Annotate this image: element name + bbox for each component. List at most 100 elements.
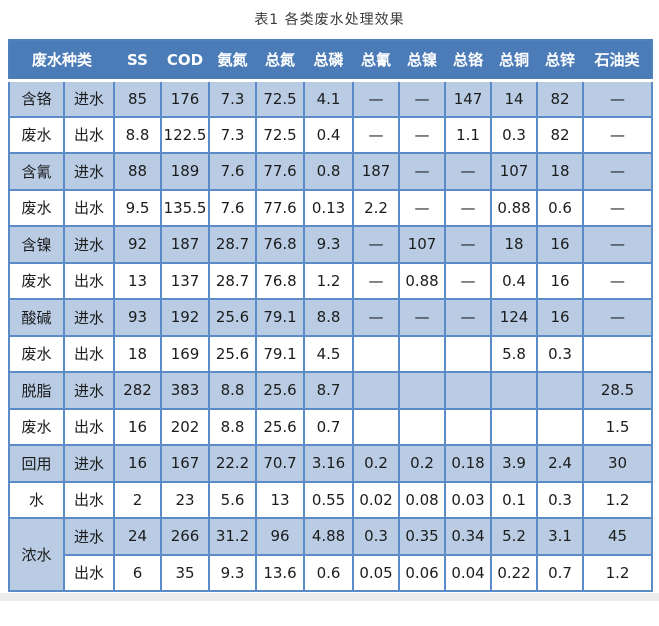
table-row-influent: 回用 进水 16 167 22.2 70.7 3.16 0.2 0.2 0.18 3.9 2.4 30 bbox=[8, 444, 654, 483]
row-group-label-top: 脱脂 bbox=[8, 371, 65, 410]
header-row: 废水种类 SS COD 氨氮 总氮 总磷 总氰 总镍 总铬 总铜 总锌 石油类 bbox=[9, 40, 653, 80]
table-cell: — bbox=[398, 115, 447, 154]
table-cell: — bbox=[444, 188, 493, 227]
table-cell: 0.7 bbox=[303, 407, 355, 446]
row-group-label-top: 酸碱 bbox=[8, 298, 65, 337]
table-cell: 0.3 bbox=[536, 334, 585, 373]
wastewater-treatment-table: 废水种类 SS COD 氨氮 总氮 总磷 总氰 总镍 总铬 总铜 总锌 石油类 含铬 进水 85 176 7… bbox=[8, 39, 654, 592]
table-cell bbox=[536, 407, 585, 446]
table-cell: 4.1 bbox=[303, 79, 355, 118]
table-row-effluent: 废水 出水 16 202 8.8 25.6 0.7 1.5 bbox=[8, 407, 654, 446]
table-row-influent: 含铬 进水 85 176 7.3 72.5 4.1— —147 14 82— bbox=[8, 79, 654, 118]
table-cell: — bbox=[444, 152, 493, 191]
row-group-label-bottom: 废水 bbox=[8, 261, 65, 300]
table-cell: — bbox=[352, 79, 401, 118]
table-cell: 0.88 bbox=[398, 261, 447, 300]
table-cell: 25.6 bbox=[208, 298, 258, 337]
table-cell: 0.3 bbox=[490, 115, 539, 154]
flow-label-effluent: 出水 bbox=[62, 480, 116, 519]
table-cell: 13 bbox=[255, 480, 306, 519]
table-cell: 14 bbox=[490, 79, 539, 118]
row-group-label-bottom: 废水 bbox=[8, 334, 65, 373]
table-cell: 18 bbox=[113, 334, 163, 373]
row-group-label-bottom: 废水 bbox=[8, 407, 65, 446]
table-cell: 35 bbox=[160, 553, 211, 592]
table-cell: 77.6 bbox=[255, 188, 306, 227]
table-cell: 0.05 bbox=[352, 553, 401, 592]
row-group-label-top: 含铬 bbox=[8, 79, 65, 118]
table-cell: 5.2 bbox=[490, 517, 539, 556]
table-cell: 167 bbox=[160, 444, 211, 483]
table-cell: 135.5 bbox=[160, 188, 211, 227]
row-group-label-top: 含镍 bbox=[8, 225, 65, 264]
table-cell: — bbox=[398, 188, 447, 227]
table-cell: — bbox=[582, 188, 654, 227]
table-cell: 2.2 bbox=[352, 188, 401, 227]
table-cell: — bbox=[352, 115, 401, 154]
header-cell-10: 石油类 bbox=[583, 40, 653, 80]
table-cell: — bbox=[582, 225, 654, 264]
table-cell bbox=[490, 371, 539, 410]
header-cell-3: 总氮 bbox=[256, 40, 305, 80]
table-cell: 18 bbox=[490, 225, 539, 264]
table-cell: — bbox=[582, 79, 654, 118]
table-cell: 85 bbox=[113, 79, 163, 118]
table-cell: 25.6 bbox=[208, 334, 258, 373]
table-cell bbox=[352, 407, 401, 446]
table-cell: — bbox=[444, 261, 493, 300]
table-cell: 0.03 bbox=[444, 480, 493, 519]
table-cell: 25.6 bbox=[255, 407, 306, 446]
table-cell: 137 bbox=[160, 261, 211, 300]
table-cell: 7.3 bbox=[208, 79, 258, 118]
header-cell-4: 总磷 bbox=[304, 40, 354, 80]
table-row-effluent: 废水 出水 9.5 135.5 7.6 77.6 0.13 2.2— —0.88 0.6— bbox=[8, 188, 654, 227]
table-cell: 0.1 bbox=[490, 480, 539, 519]
table-cell: 79.1 bbox=[255, 334, 306, 373]
table-cell: 383 bbox=[160, 371, 211, 410]
table-cell: 9.5 bbox=[113, 188, 163, 227]
table-cell: 0.13 bbox=[303, 188, 355, 227]
table-cell: 7.3 bbox=[208, 115, 258, 154]
table-cell: 5.6 bbox=[208, 480, 258, 519]
flow-label-effluent: 出水 bbox=[62, 261, 116, 300]
table-cell: 0.4 bbox=[303, 115, 355, 154]
table-cell: 0.8 bbox=[303, 152, 355, 191]
table-cell: 187 bbox=[352, 152, 401, 191]
table-cell: 0.18 bbox=[444, 444, 493, 483]
table-cell: 122.5 bbox=[160, 115, 211, 154]
table-cell: — bbox=[444, 225, 493, 264]
flow-label-effluent: 出水 bbox=[62, 188, 116, 227]
table-cell: 16 bbox=[536, 261, 585, 300]
table-cell: 0.88 bbox=[490, 188, 539, 227]
table-cell: 0.55 bbox=[303, 480, 355, 519]
table-cell: 16 bbox=[113, 407, 163, 446]
table-title: 表1 各类废水处理效果 bbox=[254, 12, 405, 28]
flow-label-influent: 进水 bbox=[62, 298, 116, 337]
table-row-effluent: 出水 6 35 9.3 13.6 0.6 0.05 0.06 0.04 0.22 0.7 1.2 bbox=[9, 553, 654, 592]
table-cell: 8.8 bbox=[208, 371, 258, 410]
table-cell: 76.8 bbox=[255, 225, 306, 264]
table-cell: 82 bbox=[536, 79, 585, 118]
table-cell: 189 bbox=[160, 152, 211, 191]
table-cell: 28.7 bbox=[208, 261, 258, 300]
table-cell: 0.6 bbox=[536, 188, 585, 227]
table-cell: 18 bbox=[536, 152, 585, 191]
table-cell: 1.5 bbox=[582, 407, 654, 446]
table-cell: — bbox=[398, 79, 447, 118]
table-cell: 88 bbox=[113, 152, 163, 191]
table-cell: 0.22 bbox=[490, 553, 539, 592]
header-cell-7: 总铬 bbox=[445, 40, 492, 80]
header-cell-wastewater-type: 废水种类 bbox=[9, 40, 115, 80]
table-cell: — bbox=[582, 261, 654, 300]
table-cell: 124 bbox=[490, 298, 539, 337]
table-cell bbox=[398, 371, 447, 410]
row-group-label-bottom: 水 bbox=[8, 480, 65, 519]
table-row-influent: 脱脂 进水 282 383 8.8 25.6 8.7 28.5 bbox=[8, 371, 654, 410]
header-cell-6: 总镍 bbox=[399, 40, 446, 80]
table-cell: 82 bbox=[536, 115, 585, 154]
table-cell: 4.88 bbox=[303, 517, 355, 556]
table-cell: 282 bbox=[113, 371, 163, 410]
table-cell: 0.2 bbox=[398, 444, 447, 483]
flow-label-influent: 进水 bbox=[62, 444, 116, 483]
